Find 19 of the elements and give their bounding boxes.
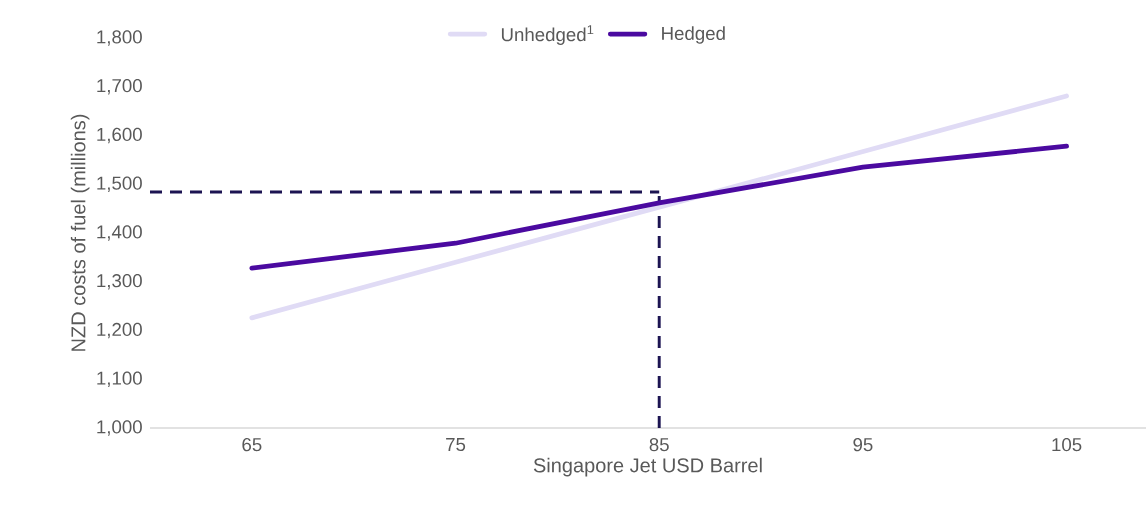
y-tick-label: 1,600 [97, 127, 142, 144]
x-tick-label: 85 [649, 438, 669, 452]
y-tick-label: 1,200 [97, 322, 142, 339]
legend-label: Hedged [662, 26, 725, 44]
x-tick-label: 105 [1052, 438, 1082, 452]
line-series [249, 143, 1069, 271]
x-tick-label: 95 [853, 438, 873, 452]
y-tick-label: 1,300 [97, 274, 142, 290]
y-tick-label: 1,000 [97, 420, 142, 436]
legend-label: Unhedged$^{1}$ [501, 25, 594, 45]
y-axis-title: NZD costs of fuel (millions) [70, 114, 90, 351]
y-tick-label: 1,400 [97, 225, 142, 241]
y-tick-label: 1,100 [97, 371, 142, 387]
x-tick-label: 75 [446, 438, 466, 452]
x-tick-label: 65 [242, 438, 262, 452]
x-axis-title: Singapore Jet USD Barrel [533, 457, 762, 477]
y-tick-label: 1,500 [97, 176, 142, 192]
y-tick-label: 1,800 [97, 30, 142, 46]
y-tick-label: 1,700 [97, 79, 142, 95]
